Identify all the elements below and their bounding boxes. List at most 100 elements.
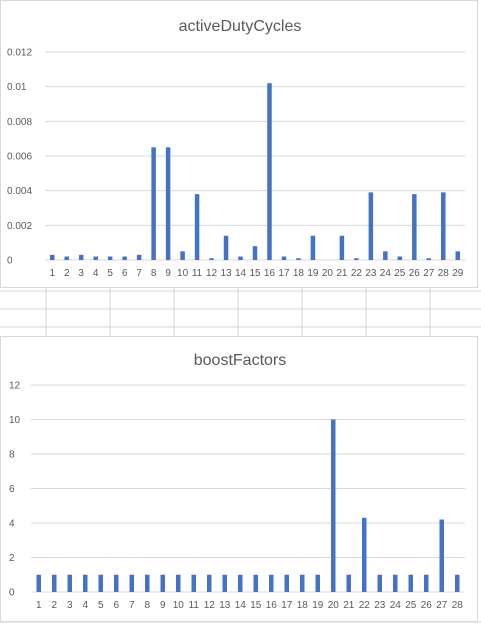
bar bbox=[122, 256, 127, 260]
chart-2-gridlines bbox=[31, 384, 465, 593]
bar bbox=[383, 251, 388, 260]
x-tick-label: 17 bbox=[278, 268, 290, 279]
bar bbox=[129, 574, 134, 592]
chart-1-y-axis: 0 0.002 0.004 0.006 0.008 0.01 0.012 bbox=[7, 48, 32, 267]
x-tick-label: 24 bbox=[390, 600, 402, 611]
x-tick-label: 8 bbox=[151, 268, 157, 279]
bar bbox=[151, 147, 156, 260]
chart-1-x-axis: 1 2 3 4 5 6 7 8 9 10 11 12 13 14 15 16 17 18 19 20 21 22 23 24 2… bbox=[49, 268, 463, 279]
x-tick-label: 17 bbox=[281, 600, 293, 611]
x-tick-label: 26 bbox=[409, 268, 421, 279]
x-tick-label: 10 bbox=[173, 600, 185, 611]
x-tick-label: 16 bbox=[264, 268, 276, 279]
bar bbox=[397, 256, 403, 260]
bar bbox=[165, 147, 171, 260]
x-tick-label: 14 bbox=[235, 268, 247, 279]
x-tick-label: 6 bbox=[113, 600, 119, 611]
bar bbox=[64, 256, 69, 260]
bar bbox=[52, 574, 57, 592]
bar bbox=[412, 194, 417, 260]
x-tick-label: 28 bbox=[438, 268, 450, 279]
bar bbox=[310, 235, 316, 260]
bar bbox=[455, 574, 460, 592]
x-tick-label: 6 bbox=[122, 268, 128, 279]
x-tick-label: 8 bbox=[144, 600, 150, 611]
bar bbox=[346, 574, 351, 592]
bar bbox=[441, 192, 446, 260]
y-tick-label: 0.01 bbox=[7, 82, 27, 93]
x-tick-label: 15 bbox=[250, 600, 262, 611]
x-tick-label: 23 bbox=[374, 600, 386, 611]
x-tick-label: 23 bbox=[365, 268, 377, 279]
x-tick-label: 26 bbox=[421, 600, 433, 611]
x-tick-label: 10 bbox=[177, 268, 189, 279]
bar bbox=[207, 574, 212, 592]
x-tick-label: 20 bbox=[328, 600, 340, 611]
x-tick-label: 19 bbox=[312, 600, 324, 611]
bar bbox=[424, 574, 429, 592]
bar bbox=[223, 235, 229, 260]
x-tick-label: 3 bbox=[78, 268, 84, 279]
x-tick-label: 4 bbox=[82, 600, 88, 611]
bar bbox=[354, 258, 359, 260]
y-tick-label: 0.002 bbox=[7, 221, 32, 232]
chart-2-x-axis: 1 2 3 4 5 6 7 8 9 10 11 12 13 14 15 16 17 18 19 20 21 22 23 24 2… bbox=[36, 600, 463, 611]
bar bbox=[160, 574, 165, 592]
x-tick-label: 5 bbox=[107, 268, 113, 279]
x-tick-label: 22 bbox=[359, 600, 371, 611]
x-tick-label: 21 bbox=[336, 268, 348, 279]
bar bbox=[296, 258, 301, 260]
chart-active-duty-cycles[interactable]: activeDutyCycles 0 0.002 0.004 0.006 0.008 0.… bbox=[0, 0, 478, 288]
bar bbox=[267, 83, 272, 260]
bar bbox=[281, 256, 287, 260]
bar bbox=[238, 256, 243, 260]
y-tick-label: 0 bbox=[7, 256, 13, 267]
x-tick-label: 12 bbox=[206, 268, 218, 279]
x-tick-label: 18 bbox=[297, 600, 309, 611]
x-tick-label: 15 bbox=[249, 268, 261, 279]
bar bbox=[300, 574, 305, 592]
x-tick-label: 18 bbox=[293, 268, 305, 279]
x-tick-label: 27 bbox=[423, 268, 435, 279]
bar bbox=[49, 254, 55, 260]
x-tick-label: 11 bbox=[192, 268, 203, 279]
bar bbox=[136, 254, 142, 260]
bar bbox=[67, 574, 72, 592]
x-tick-label: 4 bbox=[93, 268, 99, 279]
y-tick-label: 12 bbox=[9, 381, 21, 392]
y-tick-label: 4 bbox=[9, 519, 15, 530]
chart-1-bars bbox=[49, 83, 461, 260]
bar bbox=[368, 192, 374, 260]
x-tick-label: 19 bbox=[307, 268, 319, 279]
bar bbox=[252, 246, 258, 260]
bar bbox=[180, 251, 185, 260]
bar bbox=[377, 574, 382, 592]
x-tick-label: 1 bbox=[49, 268, 55, 279]
bar bbox=[439, 519, 444, 592]
x-tick-label: 7 bbox=[136, 268, 142, 279]
bar bbox=[176, 574, 181, 592]
bar bbox=[114, 574, 119, 592]
y-tick-label: 0.012 bbox=[7, 48, 32, 59]
x-tick-label: 3 bbox=[67, 600, 73, 611]
bar bbox=[269, 574, 274, 592]
bar bbox=[393, 574, 398, 592]
x-tick-label: 11 bbox=[189, 600, 200, 611]
x-tick-label: 7 bbox=[129, 600, 135, 611]
x-tick-label: 14 bbox=[235, 600, 247, 611]
chart-1-gridlines bbox=[45, 51, 465, 261]
bar bbox=[107, 256, 113, 260]
bar bbox=[222, 574, 227, 592]
y-tick-label: 2 bbox=[9, 553, 15, 564]
y-tick-label: 0.004 bbox=[7, 186, 32, 197]
bar bbox=[145, 574, 150, 592]
bar bbox=[83, 574, 88, 592]
chart-boost-factors[interactable]: boostFactors 0 2 4 6 8 10 12 1 2 3 4 5 6 7 8 9 10 11 12 13… bbox=[0, 336, 478, 622]
x-tick-label: 28 bbox=[452, 600, 464, 611]
y-tick-label: 6 bbox=[9, 484, 15, 495]
y-tick-label: 10 bbox=[9, 415, 21, 426]
y-tick-label: 0.006 bbox=[7, 152, 32, 163]
bar bbox=[238, 574, 243, 592]
